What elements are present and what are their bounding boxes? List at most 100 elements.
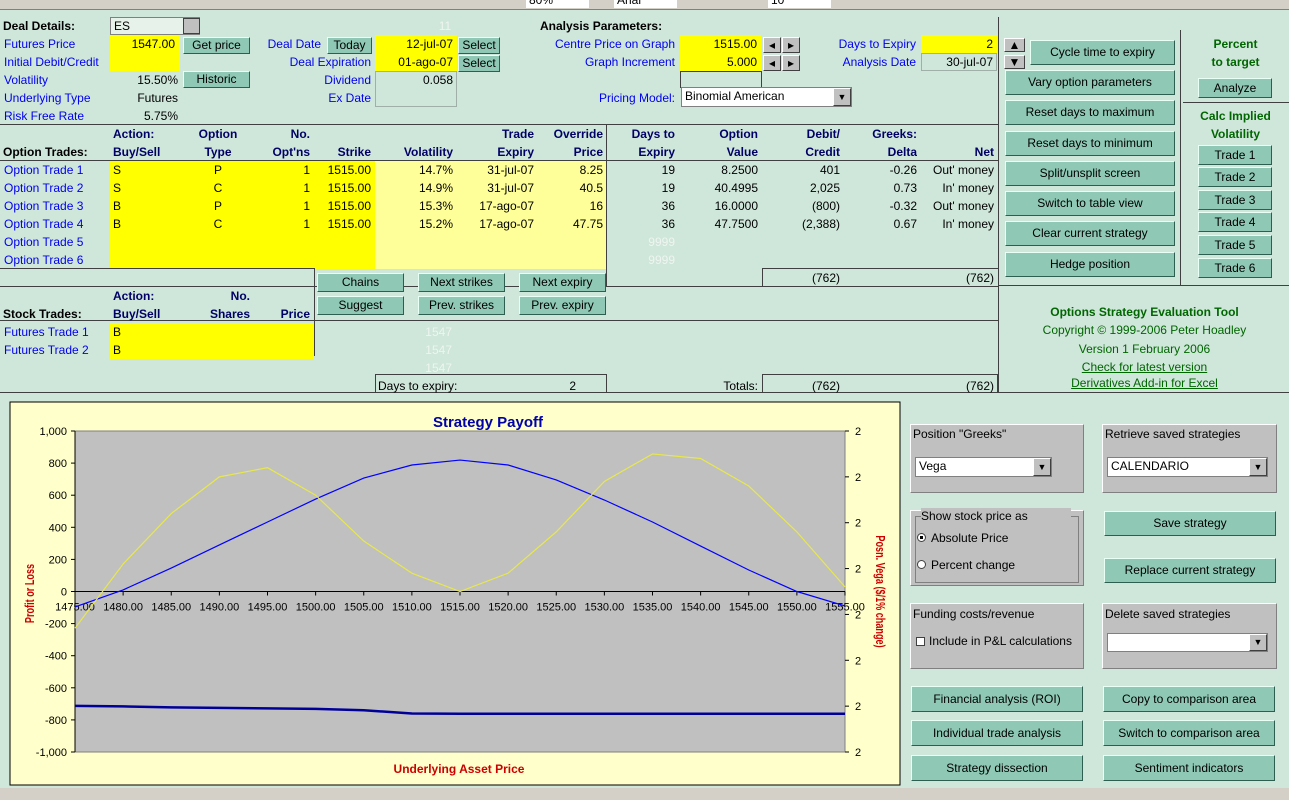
- toolbar-field[interactable]: 80%: [526, 0, 589, 8]
- column-header: Price: [280, 307, 310, 321]
- button[interactable]: Switch to comparison area: [1103, 720, 1275, 746]
- cell: 0.73: [893, 181, 917, 195]
- button[interactable]: Strategy dissection: [911, 755, 1083, 781]
- column-header: Option: [198, 127, 238, 141]
- cell: 1515.00: [327, 181, 371, 195]
- button[interactable]: Copy to comparison area: [1103, 686, 1275, 712]
- button[interactable]: Trade 6: [1198, 258, 1272, 278]
- button[interactable]: Today: [327, 37, 372, 54]
- link[interactable]: Check for latest version: [1081, 360, 1208, 374]
- button[interactable]: Split/unsplit screen: [1005, 161, 1175, 186]
- cell-text: 30-jul-07: [946, 55, 993, 69]
- cell-text: (762): [811, 379, 840, 393]
- column-header: Shares: [209, 307, 250, 321]
- radio[interactable]: [917, 560, 926, 569]
- cell-text: Deal Date: [267, 37, 321, 51]
- spin-button[interactable]: ▸: [782, 55, 800, 71]
- column-header: Volatility: [403, 145, 453, 159]
- trade-input: [375, 161, 606, 269]
- column-header: Option: [719, 127, 758, 141]
- dropdown-arrow[interactable]: ▼: [1033, 458, 1051, 476]
- button[interactable]: Reset days to maximum: [1005, 100, 1175, 125]
- radio-label: Absolute Price: [931, 531, 1009, 545]
- cell-text: Initial Debit/Credit: [4, 55, 99, 69]
- rule: [314, 268, 315, 356]
- cell: 0.67: [893, 217, 917, 231]
- button[interactable]: Trade 3: [1198, 190, 1272, 210]
- cell: B: [113, 199, 122, 213]
- dropdown[interactable]: Binomial American: [681, 87, 852, 107]
- button[interactable]: Chains: [317, 273, 404, 292]
- spin-button[interactable]: ◂: [763, 37, 781, 53]
- column-header: Opt'ns: [272, 145, 310, 159]
- cell: 15.3%: [418, 199, 453, 213]
- cell-text: Totals:: [723, 379, 758, 393]
- cell: 1547: [425, 325, 452, 339]
- x-axis-title: Underlying Asset Price: [394, 762, 525, 776]
- button[interactable]: Trade 4: [1198, 212, 1272, 232]
- button[interactable]: Replace current strategy: [1104, 558, 1276, 583]
- cell: P: [213, 163, 222, 177]
- dropdown[interactable]: CALENDARIO: [1107, 457, 1268, 477]
- spin-button[interactable]: ◂: [763, 55, 781, 71]
- button[interactable]: Switch to table view: [1005, 191, 1175, 216]
- button[interactable]: Trade 1: [1198, 145, 1272, 165]
- cell: Out' money: [933, 199, 994, 213]
- button[interactable]: Next strikes: [418, 273, 505, 292]
- button[interactable]: Sentiment indicators: [1103, 755, 1275, 781]
- button[interactable]: Hedge position: [1005, 252, 1175, 277]
- toolbar-field[interactable]: 10: [768, 0, 831, 8]
- button[interactable]: Cycle time to expiry: [1030, 40, 1175, 65]
- cell: 1547: [425, 343, 452, 357]
- y-tick-label: 600: [49, 490, 67, 502]
- cell-text: Futures: [137, 91, 178, 105]
- rule: [0, 160, 998, 161]
- dropdown[interactable]: Vega: [915, 457, 1052, 477]
- column-header: Expiry: [638, 145, 675, 159]
- y-tick-label: 0: [61, 587, 67, 599]
- cell: 47.7500: [714, 217, 758, 231]
- button[interactable]: Save strategy: [1104, 511, 1276, 536]
- button[interactable]: Select: [458, 37, 500, 54]
- button[interactable]: Vary option parameters: [1005, 70, 1175, 95]
- cell: -0.32: [889, 199, 917, 213]
- button[interactable]: Suggest: [317, 296, 404, 315]
- row-label: Futures Trade 2: [4, 343, 89, 357]
- cell: 16: [589, 199, 603, 213]
- cell-text: ES: [114, 19, 131, 33]
- dropdown-arrow[interactable]: ▼: [833, 88, 851, 106]
- column-header: Greeks:: [872, 127, 917, 141]
- cell-text: Show stock price as: [921, 508, 1071, 524]
- link[interactable]: Derivatives Add-in for Excel: [1071, 376, 1218, 390]
- row-label: Option Trade 5: [4, 235, 84, 249]
- button[interactable]: Get price: [183, 37, 250, 54]
- dropdown[interactable]: [1107, 633, 1268, 652]
- button[interactable]: Trade 5: [1198, 235, 1272, 255]
- spin-button[interactable]: ▸: [782, 37, 800, 53]
- button[interactable]: Prev. strikes: [418, 296, 505, 315]
- button[interactable]: Prev. expiry: [519, 296, 606, 315]
- row-label: Option Trade 6: [4, 253, 84, 267]
- button[interactable]: Select: [458, 55, 500, 72]
- button[interactable]: Reset days to minimum: [1005, 131, 1175, 156]
- checkbox[interactable]: [916, 637, 925, 646]
- column-header: Action:: [113, 127, 155, 141]
- cell-text: Stock Trades:: [3, 307, 82, 321]
- button[interactable]: Individual trade analysis: [911, 720, 1083, 746]
- cell: B: [113, 217, 122, 231]
- spin-down[interactable]: ▼: [1004, 55, 1025, 69]
- rule: [762, 268, 763, 287]
- cell-text: 1515.00: [713, 37, 757, 51]
- toolbar-field[interactable]: Arial: [614, 0, 677, 8]
- button[interactable]: Analyze: [1198, 78, 1272, 98]
- column-header: Days to: [631, 127, 675, 141]
- button[interactable]: Historic: [183, 71, 250, 88]
- button[interactable]: Clear current strategy: [1005, 221, 1175, 246]
- dropdown-arrow[interactable]: ▼: [1249, 458, 1267, 476]
- button[interactable]: Trade 2: [1198, 167, 1272, 187]
- button[interactable]: Financial analysis (ROI): [911, 686, 1083, 712]
- x-tick-label: 1475.00: [55, 602, 95, 614]
- dropdown-arrow[interactable]: ▼: [1249, 634, 1267, 651]
- button[interactable]: Next expiry: [519, 273, 606, 292]
- spin-up[interactable]: ▲: [1004, 38, 1025, 52]
